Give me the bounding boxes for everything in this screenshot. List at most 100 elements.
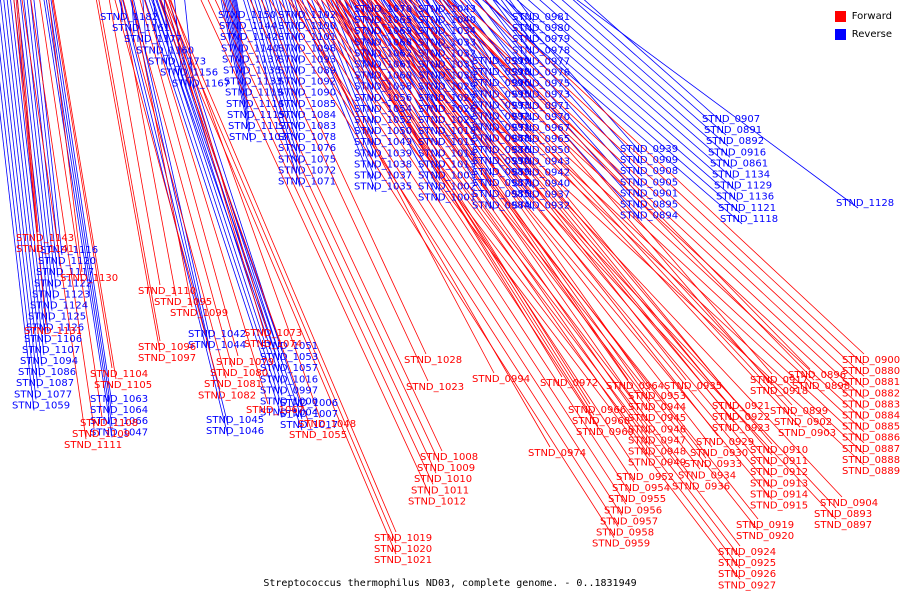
gene-label: STND_0914 [750,489,808,500]
forward-leader [362,0,773,489]
gene-label: STND_0916 [708,147,766,158]
forward-leader [471,0,865,366]
gene-label: STND_1109 [72,429,130,440]
gene-label: STND_0889 [842,466,900,477]
gene-label: STND_0898 [792,381,850,392]
forward-leader [373,0,865,455]
gene-label: STND_1077 [14,389,72,400]
gene-label: STND_0902 [774,417,832,428]
gene-label: STND_0985 [472,189,530,200]
forward-leader [343,0,759,520]
gene-label: STND_1080 [210,368,268,379]
gene-label: STND_1106 [24,334,82,345]
gene-label: STND_1137 [222,54,280,65]
gene-label: STND_0896 [788,370,846,381]
reverse-label: Reverse [851,28,892,40]
gene-label: STND_1086 [18,367,76,378]
forward-leader [404,0,735,401]
forward-leader [484,0,865,355]
gene-label: STND_0988 [472,134,530,145]
gene-label: STND_1121 [718,203,776,214]
gene-label: STND_0885 [842,422,900,433]
gene-label: STND_1082 [198,390,256,401]
gene-label: STND_0967 [512,123,570,134]
gene-label: STND_1062 [354,48,412,59]
gene-label: STND_0948 [628,447,686,458]
gene-label: STND_1049 [354,137,412,148]
forward-label: Forward [851,10,892,22]
gene-label: STND_1035 [354,182,412,193]
gene-label: STND_0942 [512,167,570,178]
gene-label: STND_0900 [842,355,900,366]
gene-label: STND_1111 [64,440,122,451]
gene-label: STND_1070 [354,4,412,15]
gene-label: STND_1068 [354,37,412,48]
forward-leader [269,0,615,538]
reverse-leader [493,0,741,214]
gene-label: STND_1095 [154,297,212,308]
forward-leader [446,0,773,375]
gene-label: STND_1048 [298,419,356,430]
gene-label: STND_0882 [842,388,900,399]
reverse-leader [159,0,303,409]
gene-label: STND_1094 [20,356,78,367]
gene-label: STND_0886 [842,433,900,444]
legend-reverse: Reverse [834,25,892,43]
gene-label: STND_1130 [60,273,118,284]
gene-label: STND_0909 [620,155,678,166]
forward-leader [144,0,269,405]
reverse-leader [43,0,113,438]
gene-label: STND_0910 [750,445,808,456]
reverse-leader [152,0,283,396]
gene-label: STND_1019 [374,533,432,544]
gene-label: STND_1177 [124,34,182,45]
forward-leader [374,0,843,498]
forward-leader [442,0,815,381]
gene-label: STND_0894 [620,211,678,222]
gene-label: STND_1014 [418,148,476,159]
forward-leader [438,0,773,386]
forward-leader [200,0,431,496]
gene-label: STND_1131 [24,326,82,337]
gene-label: STND_1071 [278,177,336,188]
gene-label: STND_1161 [112,23,170,34]
gene-label: STND_1066 [90,416,148,427]
gene-label: STND_0966 [568,405,626,416]
reverse-leader [144,0,283,418]
gene-label: STND_1040 [418,15,476,26]
gene-label: STND_0888 [842,455,900,466]
gene-label: STND_0958 [596,528,654,539]
gene-label: STND_1112 [228,121,286,132]
gene-label: STND_1115 [227,110,285,121]
forward-leader [207,0,434,485]
forward-leader [158,0,312,430]
gene-label: STND_1017 [280,420,338,431]
gene-label: STND_1102 [278,10,336,21]
gene-label: STND_0997 [260,385,318,396]
gene-label: STND_0945 [628,413,686,424]
forward-leader [386,0,865,444]
gene-label: STND_1050 [354,126,412,137]
forward-leader [114,0,221,390]
reverse-leader [45,0,113,427]
forward-leader [413,0,793,406]
gene-label: STND_0990 [472,156,530,167]
reverse-swatch [834,28,846,40]
gene-label: STND_0911 [750,456,808,467]
forward-leader [306,0,741,569]
gene-label: STND_0956 [604,505,662,516]
gene-label: STND_0995 [472,89,530,100]
gene-label: STND_1079 [216,357,274,368]
gene-label: STND_0924 [718,547,776,558]
reverse-leader [151,0,303,431]
gene-label: STND_1058 [354,82,412,93]
forward-leader [160,0,397,555]
gene-label: STND_0971 [512,101,570,112]
gene-label: STND_1083 [278,121,336,132]
gene-label: STND_0989 [472,167,530,178]
forward-leader [358,0,837,509]
forward-leader [350,0,707,459]
gene-label: STND_1073 [244,328,302,339]
label-leader-lines [0,0,865,580]
gene-label: STND_1001 [418,193,476,204]
